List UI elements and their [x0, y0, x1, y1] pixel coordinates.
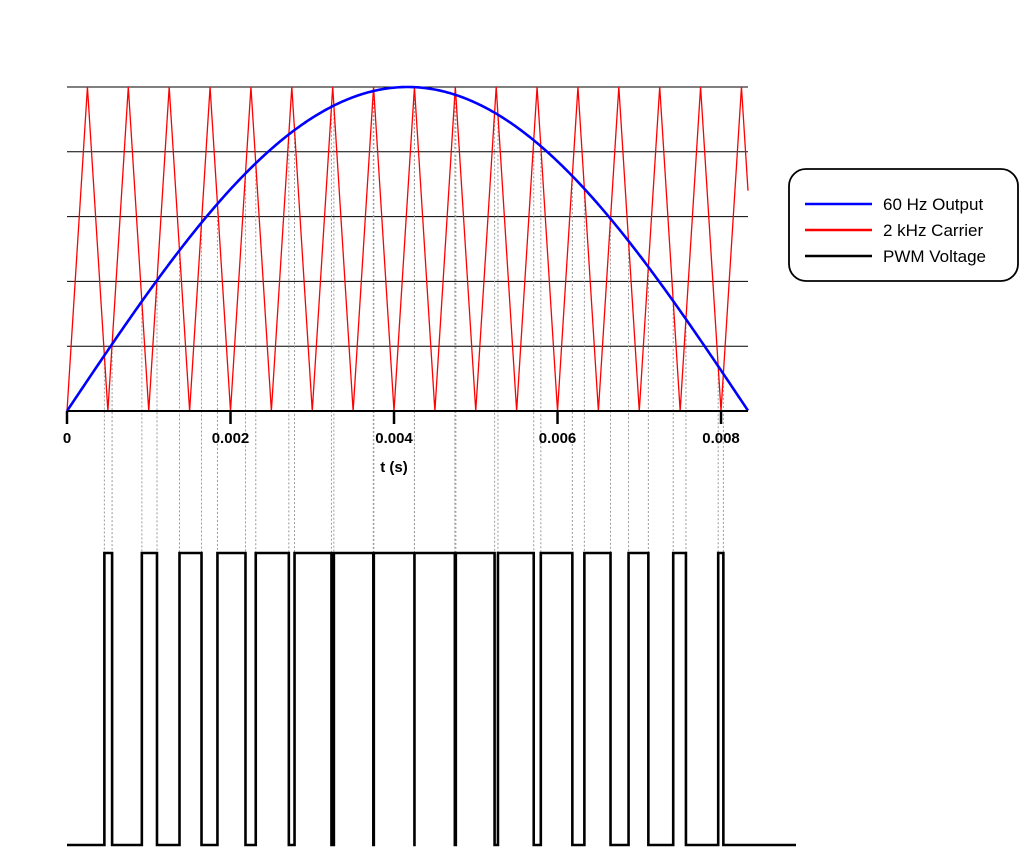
output-series [65, 85, 750, 412]
legend-label-carrier: 2 kHz Carrier [883, 221, 983, 240]
legend-label-pwm: PWM Voltage [883, 247, 986, 266]
carrier-line [66, 86, 749, 412]
carrier-series [66, 86, 749, 412]
legend: 60 Hz Output 2 kHz Carrier PWM Voltage [788, 168, 1019, 282]
x-tick-label: 0.006 [539, 430, 577, 447]
x-tick-label: 0.004 [375, 430, 413, 447]
x-tick-label: 0.002 [212, 430, 250, 447]
output-line [65, 85, 750, 412]
legend-label-output: 60 Hz Output [883, 195, 983, 214]
x-axis-title: t (s) [380, 459, 408, 476]
x-tick-label: 0.008 [702, 430, 740, 447]
legend-frame [788, 168, 1019, 282]
pwm-series [67, 551, 796, 847]
crossing-guide-lines [103, 87, 724, 553]
x-axis: 0 0.002 0.004 0.006 0.008 [63, 410, 748, 447]
horizontal-grid [67, 86, 748, 412]
x-tick-label: 0 [63, 430, 71, 447]
pwm-line [67, 551, 796, 847]
